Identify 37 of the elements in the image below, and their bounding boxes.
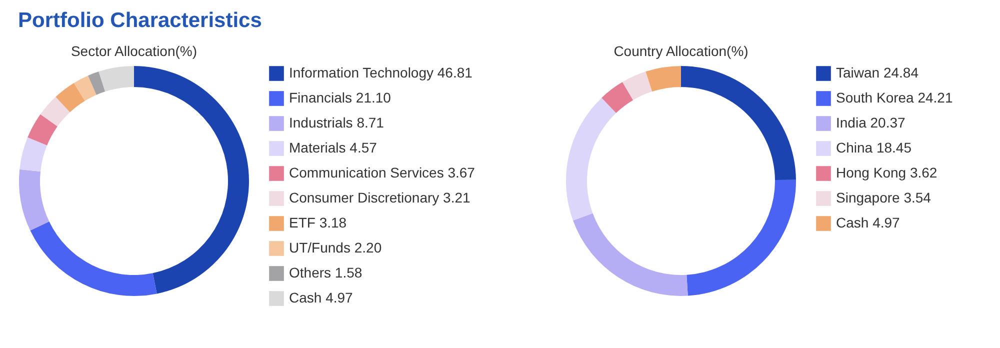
donut-slice <box>572 213 688 296</box>
legend-label: Consumer Discretionary 3.21 <box>289 190 471 206</box>
donut-slice <box>622 72 652 100</box>
donut-slice <box>98 66 134 92</box>
legend-label: ETF 3.18 <box>289 214 347 230</box>
legend-label: Hong Kong 3.62 <box>836 164 938 180</box>
donut-slice <box>686 180 796 296</box>
donut-slice <box>28 114 58 146</box>
legend-label: UT/Funds 2.20 <box>289 240 382 256</box>
donut-slice <box>56 82 85 112</box>
donut-slice <box>646 66 681 92</box>
donut-slice <box>19 169 50 231</box>
legend-label: Singapore 3.54 <box>836 190 932 206</box>
text: Portfolio Characteristics <box>18 9 262 32</box>
donut-slice <box>30 222 157 296</box>
legend-label: Cash 4.97 <box>836 214 900 230</box>
legend-label: Information Technology 46.81 <box>289 64 473 80</box>
legend-label: Cash 4.97 <box>289 290 354 306</box>
donut-slice <box>566 98 616 220</box>
donut-slice <box>602 82 634 114</box>
legend-label: Financials 21.10 <box>289 90 392 106</box>
legend-label: South Korea 24.21 <box>836 90 953 106</box>
donut-slice <box>88 72 106 95</box>
legend-label: Communication Services 3.67 <box>289 164 476 180</box>
legend-label: Taiwan 24.84 <box>836 64 919 80</box>
donut-slice <box>20 137 48 172</box>
legend-label: Materials 4.57 <box>289 140 378 156</box>
donut-slice <box>681 66 796 180</box>
donut-slice <box>74 76 96 101</box>
legend-label: Industrials 8.71 <box>289 114 384 130</box>
legend-label: Others 1.58 <box>289 264 362 280</box>
donut-slice <box>40 96 70 126</box>
chart-title: Country Allocation(%) <box>614 43 748 59</box>
legend-label: China 18.45 <box>836 140 912 156</box>
legend-label: India 20.37 <box>836 114 906 130</box>
donut-slice <box>134 66 249 294</box>
chart-title: Sector Allocation(%) <box>70 43 198 59</box>
